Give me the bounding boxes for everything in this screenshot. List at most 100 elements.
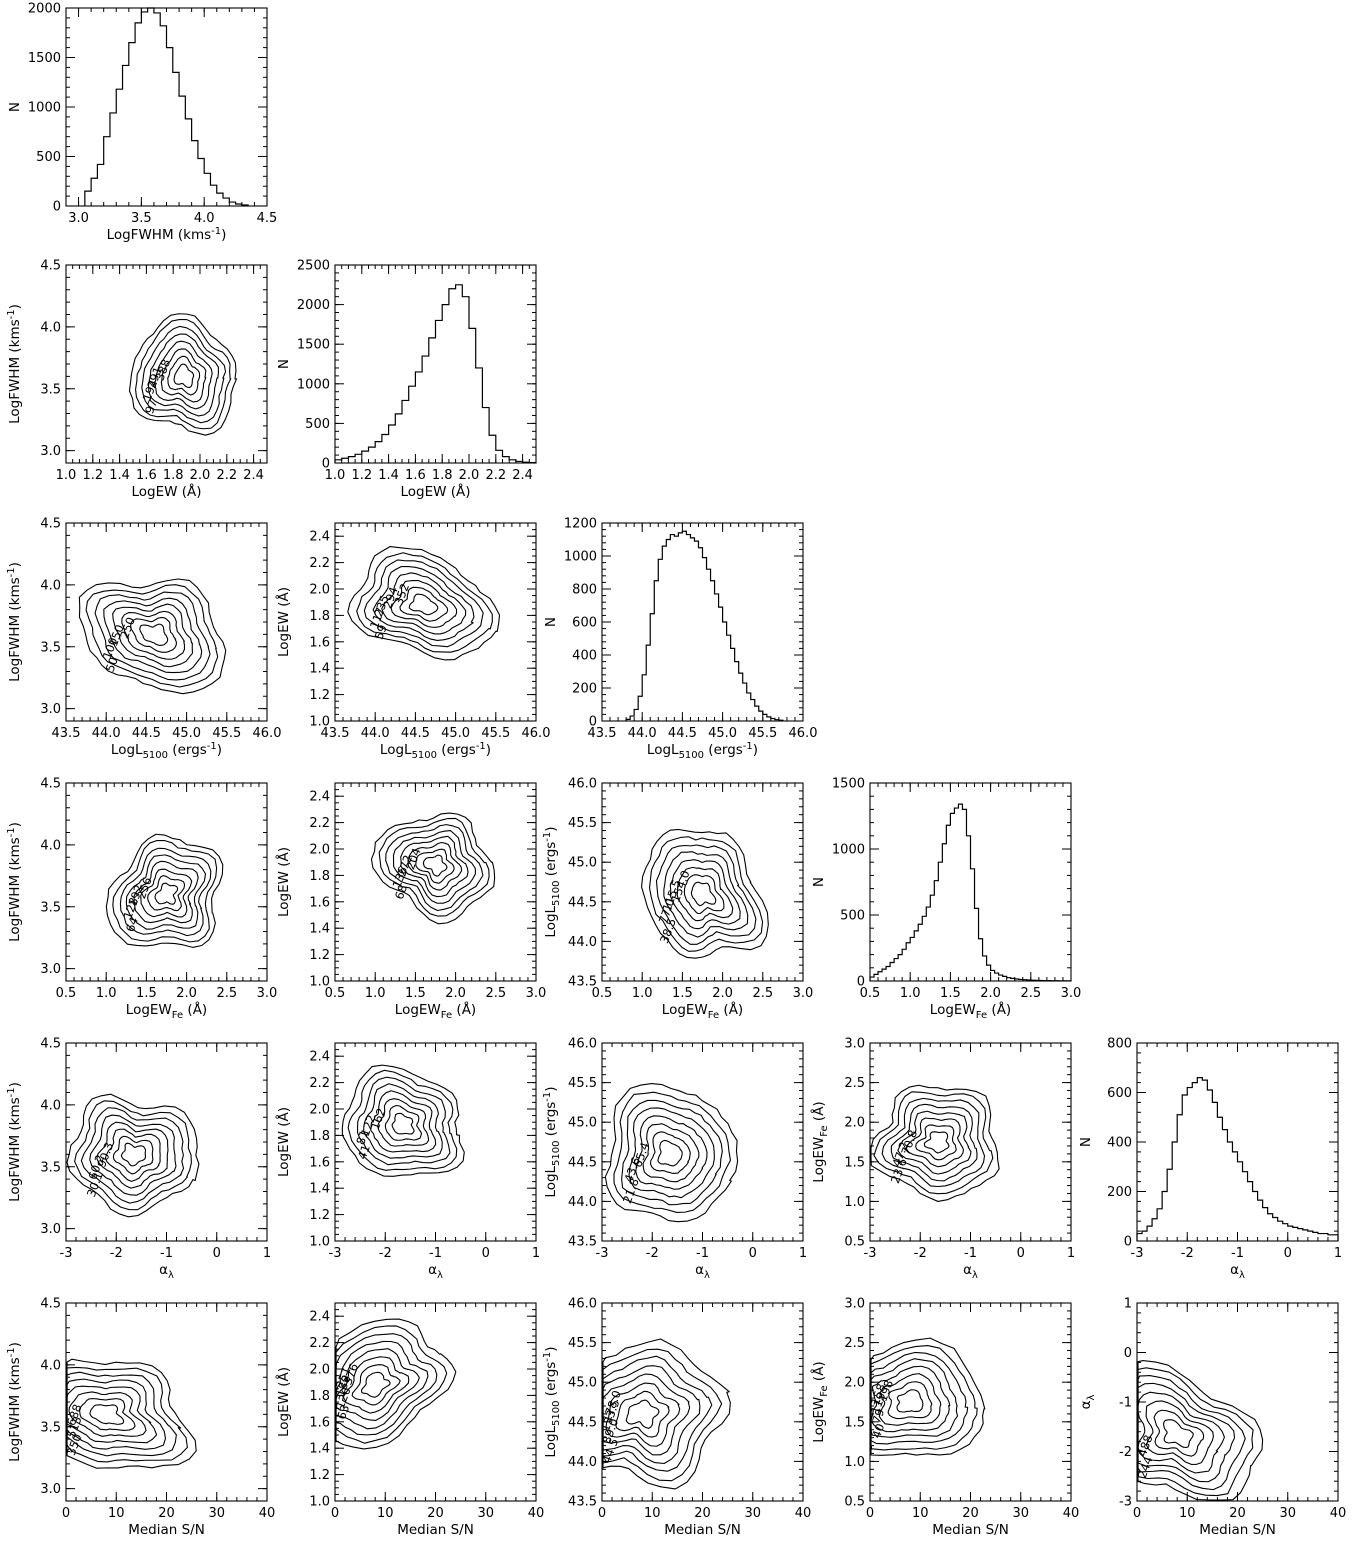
contour-panel-5-3: 0 10 20 30 400.51.01.52.02.53.04079119158198… bbox=[810, 1297, 1079, 1539]
y-tick-label: 2500 bbox=[297, 259, 330, 274]
contour-line bbox=[399, 586, 449, 622]
x-tick-label: 30 bbox=[744, 1506, 761, 1521]
contour-line bbox=[621, 1099, 723, 1206]
y-tick-label: 3.5 bbox=[40, 1160, 61, 1175]
y-tick-label: 1200 bbox=[564, 517, 597, 532]
x-tick-label: -1 bbox=[1231, 1246, 1244, 1261]
y-tick-label: 1000 bbox=[297, 377, 330, 392]
contour-panel-5-2: 0 10 20 30 4043.544.044.545.045.546.044.589.… bbox=[542, 1297, 811, 1539]
x-tick-label: 0 bbox=[1017, 1246, 1025, 1261]
x-tick-label: 1 bbox=[1334, 1246, 1342, 1261]
contour-line bbox=[657, 1139, 683, 1167]
contour-5-0-frame bbox=[65, 1302, 268, 1502]
x-tick-label: 1 bbox=[799, 1246, 807, 1261]
y-tick-label: 1.6 bbox=[309, 895, 330, 910]
x-axis-label: Median S/N bbox=[128, 1522, 205, 1538]
y-tick-label: 1 bbox=[1124, 1297, 1132, 1312]
contour-line bbox=[870, 1365, 951, 1433]
contour-line bbox=[415, 848, 455, 884]
y-tick-label: 0 bbox=[857, 975, 865, 990]
x-axis-label: αλ bbox=[695, 1262, 710, 1281]
contour-line bbox=[655, 844, 757, 945]
contour-line bbox=[690, 881, 717, 907]
y-tick-label: 1.4 bbox=[309, 922, 330, 937]
y-tick-label: 1000 bbox=[28, 101, 61, 116]
contour-level-label: 81 bbox=[353, 1128, 371, 1147]
y-tick-label: 1.8 bbox=[309, 1389, 330, 1404]
contour-line bbox=[683, 874, 725, 915]
x-tick-label: 1.5 bbox=[405, 986, 426, 1001]
contour-line bbox=[1163, 1419, 1194, 1449]
x-tick-label: 10 bbox=[912, 1506, 929, 1521]
y-tick-label: 200 bbox=[1107, 1185, 1132, 1200]
y-tick-label: 500 bbox=[305, 417, 330, 432]
x-tick-label: 45.0 bbox=[172, 726, 201, 741]
contour-line bbox=[363, 1083, 443, 1159]
x-tick-label: 1.2 bbox=[82, 468, 103, 483]
contour-line bbox=[128, 313, 238, 436]
contour-line bbox=[173, 363, 195, 388]
y-tick-label: 2000 bbox=[297, 298, 330, 313]
x-axis-label: LogEWFe (Å) bbox=[126, 1001, 207, 1021]
y-tick-label: 43.5 bbox=[568, 975, 597, 990]
y-tick-label: 3.0 bbox=[844, 1037, 865, 1052]
histogram-series bbox=[625, 530, 784, 721]
contour-line bbox=[896, 1389, 924, 1413]
x-tick-label: 10 bbox=[644, 1506, 661, 1521]
contour-line bbox=[74, 1100, 192, 1211]
contour-line bbox=[167, 355, 201, 396]
y-axis-label: LogFWHM (kms-1) bbox=[6, 822, 23, 942]
x-tick-label: 3.0 bbox=[257, 986, 278, 1001]
y-tick-label: 600 bbox=[572, 616, 597, 631]
y-axis-label: LogL5100 (ergs-1) bbox=[542, 1086, 562, 1197]
x-axis-label: Median S/N bbox=[397, 1522, 474, 1538]
contour-level-label: 68 bbox=[392, 883, 410, 902]
y-tick-label: 2.4 bbox=[309, 530, 330, 545]
contour-line bbox=[676, 866, 734, 922]
contour-4-2-frame bbox=[601, 1042, 804, 1242]
contour-panel-2-1: 43.5 44.0 44.5 45.0 45.5 46.0 1.0 1.2 1.4 1.6 1.8 2… bbox=[275, 522, 550, 761]
x-tick-label: 1.0 bbox=[96, 986, 117, 1001]
y-axis-label: LogFWHM (kms-1) bbox=[6, 1082, 23, 1202]
contour-panel-5-1: 0 10 20 30 401.01.21.41.61.82.02.22.46312618… bbox=[275, 1302, 545, 1538]
y-axis-label: LogEWFe (Å) bbox=[810, 1101, 830, 1182]
x-tick-label: 10 bbox=[1179, 1506, 1196, 1521]
contour-level-label: 41 bbox=[355, 1143, 373, 1162]
y-tick-label: 4.5 bbox=[40, 1037, 61, 1052]
y-tick-label: 800 bbox=[572, 583, 597, 598]
x-tick-label: 46.0 bbox=[253, 726, 282, 741]
x-tick-label: 1.5 bbox=[672, 986, 693, 1001]
y-tick-label: 1.6 bbox=[309, 635, 330, 650]
x-axis-label: LogL5100 (ergs-1) bbox=[380, 741, 491, 761]
contour-panel-4-0: -3 -2 -1 0 13.03.54.04.530.160.290.3αλLogFWH… bbox=[6, 1037, 271, 1282]
y-axis-label: LogFWHM (kms-1) bbox=[6, 304, 23, 424]
histogram-4-frame bbox=[1136, 1042, 1339, 1242]
y-tick-label: 1.8 bbox=[309, 609, 330, 624]
x-tick-label: 45.0 bbox=[708, 726, 737, 741]
x-tick-label: 10 bbox=[108, 1506, 125, 1521]
x-tick-label: -2 bbox=[646, 1246, 659, 1261]
x-tick-label: 2.0 bbox=[190, 468, 211, 483]
x-tick-label: 4.5 bbox=[257, 211, 278, 226]
contour-level-label: 40 bbox=[869, 1422, 887, 1441]
contour-line bbox=[391, 1112, 415, 1135]
contour-level-label: 50 bbox=[103, 655, 121, 674]
x-tick-label: 43.5 bbox=[52, 726, 81, 741]
x-tick-label: 2.2 bbox=[216, 468, 237, 483]
y-tick-label: 1500 bbox=[832, 777, 865, 792]
y-tick-label: -3 bbox=[1119, 1495, 1132, 1510]
y-tick-label: 1000 bbox=[832, 843, 865, 858]
contour-line bbox=[897, 1110, 972, 1175]
y-tick-label: 4.0 bbox=[40, 578, 61, 593]
x-tick-label: 40 bbox=[528, 1506, 545, 1521]
y-tick-label: 45.5 bbox=[568, 1076, 597, 1091]
y-tick-label: 1.0 bbox=[309, 975, 330, 990]
x-tick-label: -3 bbox=[1131, 1246, 1144, 1261]
y-tick-label: 800 bbox=[1107, 1037, 1132, 1052]
x-tick-label: -1 bbox=[160, 1246, 173, 1261]
x-tick-label: 10 bbox=[377, 1506, 394, 1521]
x-axis-label: LogEW (Å) bbox=[131, 483, 201, 500]
contour-line bbox=[605, 1382, 681, 1447]
x-tick-label: 1.6 bbox=[405, 468, 426, 483]
